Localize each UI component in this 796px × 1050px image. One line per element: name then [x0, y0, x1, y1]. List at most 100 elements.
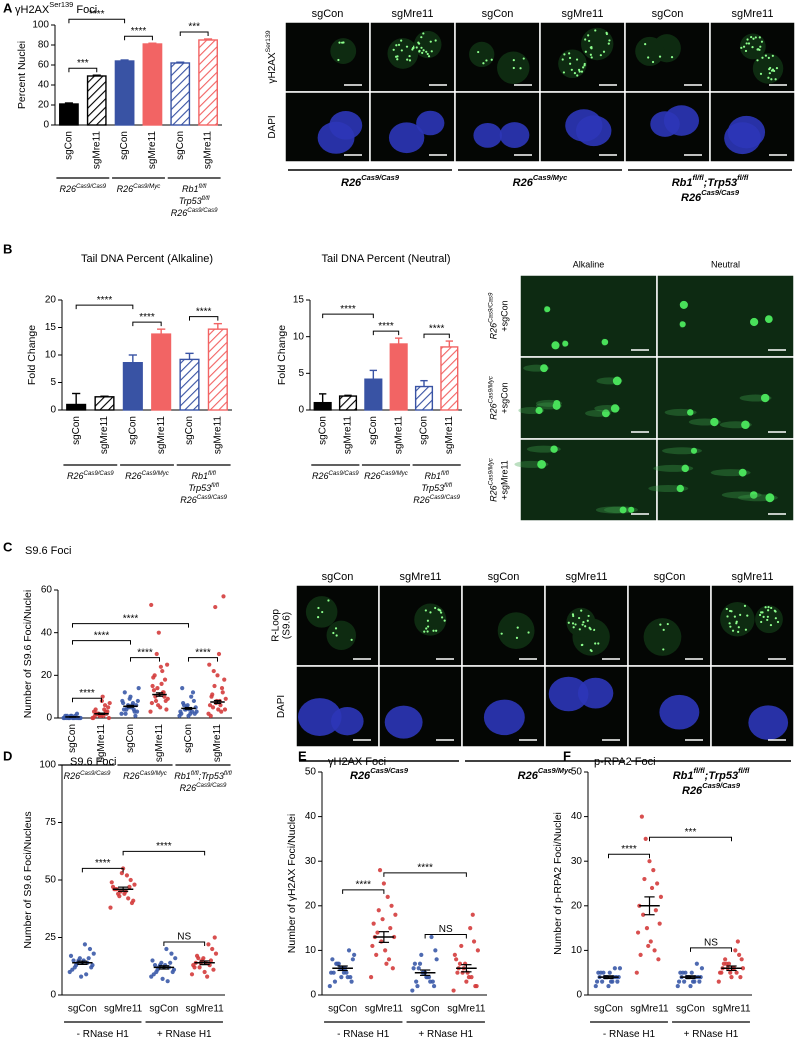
x-tick-label: sgMre11: [393, 416, 404, 455]
nucleus: [548, 676, 589, 712]
cell: [330, 38, 357, 65]
dot: [454, 957, 459, 962]
bracket: [72, 623, 189, 628]
x-tick-label: sgCon: [183, 724, 194, 753]
cell: [387, 38, 419, 69]
dot: [643, 836, 648, 842]
text-part: (S9.6): [281, 612, 292, 639]
text-part: γH2AX: [267, 52, 278, 83]
x-tick-label: sgMre11: [712, 1004, 751, 1015]
bracket: [68, 18, 126, 24]
label: R26Cas9/Cas9: [488, 292, 499, 339]
focus: [756, 48, 759, 51]
bar: [94, 396, 115, 411]
focus: [746, 38, 749, 41]
dot: [189, 694, 194, 699]
x-tick-label: sgMre11: [154, 724, 165, 763]
dot: [415, 983, 420, 989]
bracket: [124, 35, 153, 41]
y-axis-label: Fold Change: [276, 325, 288, 385]
dot: [124, 873, 130, 878]
bar: [364, 378, 383, 411]
focus: [317, 616, 320, 619]
dot: [150, 683, 155, 689]
dot: [181, 700, 186, 706]
focus: [737, 630, 740, 633]
dot: [165, 979, 170, 984]
dot: [191, 698, 196, 704]
label: - RNase H1: [77, 1029, 130, 1040]
label: R-Loop: [270, 609, 281, 642]
y-tick-label: 75: [45, 817, 57, 828]
superscript: Cas9/Cas9: [76, 183, 107, 190]
focus: [744, 628, 748, 631]
x-tick-label: sgMre11: [447, 1004, 486, 1015]
focus: [512, 66, 515, 70]
text-part: Trp53: [421, 483, 444, 493]
focus: [338, 41, 341, 44]
chart-title: p-RPA2 Foci: [594, 756, 656, 768]
bracket: [608, 853, 650, 859]
bracket-label: ****: [137, 647, 153, 658]
dot: [210, 946, 215, 952]
y-axis-label: Percent Nuclei: [16, 41, 28, 109]
focus: [754, 36, 757, 39]
dot: [194, 709, 199, 714]
focus: [429, 611, 432, 614]
superscript: fl/fl: [737, 173, 749, 182]
focus: [439, 611, 443, 614]
cell: [497, 612, 535, 650]
bracket: [188, 657, 218, 662]
cell: [643, 618, 682, 656]
bracket: [122, 850, 206, 856]
y-tick-label: 20: [305, 900, 317, 911]
label: + RNase H1: [684, 1029, 739, 1040]
focus: [599, 54, 602, 57]
dot: [93, 707, 98, 712]
comet-head: [765, 493, 775, 503]
dot: [455, 970, 460, 975]
focus: [420, 46, 423, 49]
dot: [156, 630, 161, 635]
bracket-label: NS: [704, 938, 718, 949]
y-tick-label: 0: [310, 990, 316, 1001]
dot: [171, 967, 177, 972]
text-part: +sgCon: [500, 300, 510, 331]
y-axis-label: Number of S9.6 Foci/Nuclei: [22, 590, 34, 718]
dot: [738, 975, 743, 980]
dot: [653, 908, 658, 913]
cell: [755, 605, 783, 634]
label: R26Cas9/Myc: [117, 183, 161, 194]
focus: [776, 620, 780, 624]
nucleus: [499, 122, 530, 148]
focus: [576, 74, 579, 77]
x-tick-label: sgCon: [411, 1004, 440, 1015]
comet-head: [690, 447, 698, 454]
x-tick-label: sgCon: [594, 1004, 623, 1015]
bar: [440, 346, 459, 411]
comet-head: [544, 306, 551, 313]
dot: [149, 602, 154, 608]
label: R26Cas9/Cas9: [681, 188, 740, 203]
dot: [168, 960, 173, 965]
dot: [352, 952, 357, 957]
dot: [218, 703, 223, 708]
dot: [607, 970, 612, 975]
focus: [587, 34, 590, 37]
dot: [178, 709, 183, 714]
dot: [161, 690, 166, 695]
dot: [651, 868, 656, 873]
comet-head: [612, 376, 622, 386]
focus: [561, 58, 564, 61]
superscript: Cas9/Cas9: [488, 292, 495, 323]
focus: [768, 68, 771, 71]
focus: [774, 78, 777, 81]
y-tick-label: 30: [305, 856, 317, 867]
cell: [326, 620, 357, 651]
comet-head: [601, 409, 610, 418]
dot: [690, 979, 696, 984]
dot: [470, 912, 475, 917]
chart-title: S9.6 Foci: [25, 545, 71, 557]
dot: [689, 970, 694, 975]
focus: [568, 52, 571, 55]
